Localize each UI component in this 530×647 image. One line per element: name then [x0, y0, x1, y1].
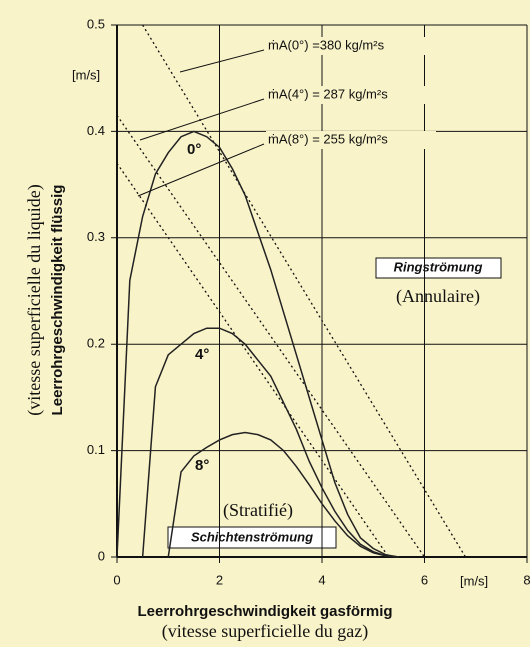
y-tick-label: 0.5 [87, 16, 105, 31]
y-label: Leerrohrgeschwindigkeit flüssig [49, 185, 66, 416]
region-label-fr: (Annulaire) [396, 286, 480, 307]
reference-line [142, 24, 467, 558]
series-line [167, 431, 399, 558]
y-tick-label: 0.1 [87, 442, 105, 457]
x-label: Leerrohrgeschwindigkeit gasförmig [137, 603, 392, 620]
annotation-bg [266, 86, 436, 104]
x-tick-label: 2 [216, 572, 223, 587]
x-tick-label: 8 [523, 572, 530, 587]
x-tick-label: 0 [113, 572, 120, 587]
reference-line [116, 162, 390, 558]
leader-line [179, 49, 265, 73]
x-unit: [m/s] [460, 573, 488, 588]
series-label: 4° [195, 346, 209, 363]
reference-line [116, 115, 426, 558]
x-tick-label: 6 [421, 572, 428, 587]
region-label: Ringströmung [394, 259, 483, 274]
y-label-fr: (vitesse superficielle du liquide) [24, 184, 45, 415]
region-box [375, 257, 502, 279]
annotation: ṁA(8°) = 255 kg/m²s [268, 131, 388, 146]
annotation-bg [266, 37, 436, 55]
y-tick-label: 0.4 [87, 123, 105, 138]
region-label: Schichtenströmung [191, 529, 313, 544]
y-tick-label: 0.3 [87, 229, 105, 244]
annotation: ṁA(0°) =380 kg/m²s [268, 37, 385, 52]
y-tick-label: 0 [98, 548, 105, 563]
annotation: ṁA(4°) = 287 kg/m²s [268, 86, 388, 101]
series-line [116, 130, 399, 558]
y-unit: [m/s] [72, 67, 100, 82]
region-label-fr: (Stratifié) [223, 500, 293, 521]
series-label: 0° [187, 141, 201, 158]
leader-line [139, 98, 265, 141]
x-tick-label: 4 [318, 572, 325, 587]
annotation-bg [266, 131, 436, 149]
y-tick-label: 0.2 [87, 336, 105, 351]
series-label: 8° [195, 457, 209, 474]
series-line [141, 327, 399, 558]
leader-line [137, 143, 265, 197]
region-box [167, 526, 337, 549]
x-label-fr: (vitesse superficielle du gaz) [162, 621, 368, 642]
